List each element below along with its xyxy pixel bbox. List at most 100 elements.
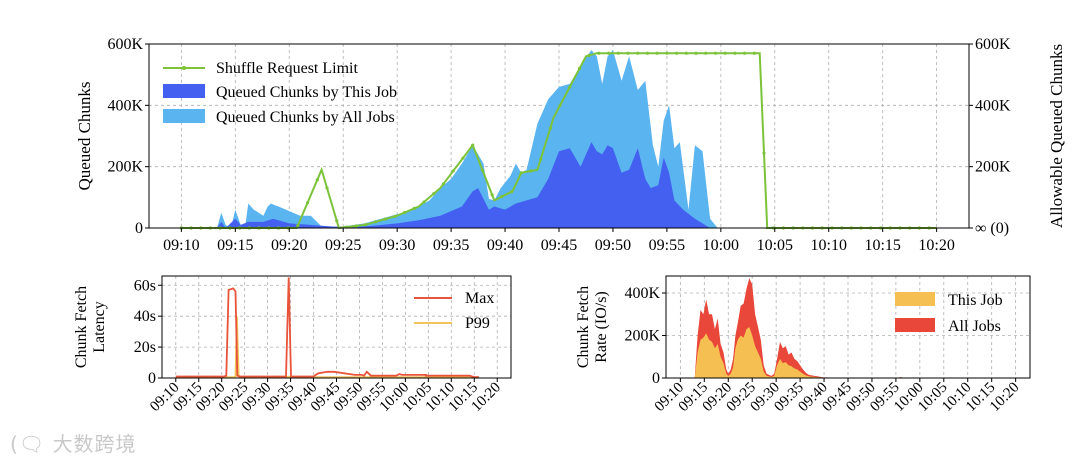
top-xtick-label: 10:05 — [757, 237, 793, 254]
top-xtick-label: 10:00 — [703, 237, 739, 254]
top-ylabel: Queued Chunks — [75, 81, 94, 190]
top-limit-marker — [558, 103, 562, 107]
top-limit-marker — [335, 219, 339, 223]
latency-ylabel-line: Latency — [91, 301, 108, 353]
latency-ytick-label-left: 60s — [134, 277, 156, 294]
top-limit-marker — [577, 66, 582, 71]
top-limit-marker — [548, 126, 552, 130]
top-limit-marker — [723, 51, 727, 55]
top-limit-marker — [752, 51, 756, 55]
top-limit-marker — [684, 51, 688, 55]
top-limit-marker — [713, 51, 718, 55]
legend-label-limit: Shuffle Request Limit — [216, 60, 358, 77]
top-limit-marker — [568, 85, 572, 89]
top-limit-marker — [616, 51, 620, 55]
top-limit-marker — [480, 168, 484, 172]
watermark-text: 大数跨境 — [52, 432, 137, 456]
top-limit-marker — [296, 223, 300, 228]
top-limit-marker — [762, 151, 766, 155]
top-limit-markers — [179, 51, 931, 230]
top-xtick-label: 09:45 — [541, 237, 577, 254]
top-limit-marker — [315, 178, 319, 182]
top-limit-marker — [306, 201, 310, 205]
top-xtick-label: 10:10 — [811, 237, 847, 254]
top-limit-marker — [432, 192, 436, 196]
top-xtick-label: 09:20 — [271, 237, 307, 254]
latency-line-max — [175, 277, 479, 379]
top-limit-marker — [422, 200, 426, 204]
top-limit-marker — [733, 51, 737, 55]
legend-label-rate-this-job: This Job — [948, 292, 1003, 309]
top-limit-marker — [500, 195, 504, 199]
rate-ylabel-line: Chunk Fetch — [575, 286, 592, 368]
legend-label-all-jobs: Queued Chunks by All Jobs — [216, 109, 395, 126]
rate-legend: This Job All Jobs — [895, 292, 1003, 335]
top-ytick-label-left: 0 — [135, 220, 143, 237]
top-limit-marker — [675, 51, 679, 55]
watermark: (🗨 大数跨境 — [10, 428, 137, 457]
latency-ytick-label-left: 40s — [134, 308, 156, 325]
top-xtick-label: 09:25 — [325, 237, 361, 254]
top-ytick-label-left: 200K — [107, 159, 143, 176]
top-xtick-label: 09:30 — [379, 237, 415, 254]
watermark-logo-icon: (🗨 — [10, 432, 46, 456]
top-ytick-label-right: ∞ (0) — [975, 220, 1009, 237]
legend-swatch-all-jobs — [163, 109, 205, 123]
rate-ytick-label-left: 200K — [624, 328, 660, 345]
latency-legend: Max P99 — [414, 290, 494, 332]
top-limit-marker — [587, 53, 591, 57]
top-xtick-label: 09:10 — [163, 237, 199, 254]
top-ytick-label-right: 200K — [975, 159, 1011, 176]
top-limit-marker — [441, 182, 446, 186]
top-limit-marker — [665, 51, 669, 55]
top-limit-marker — [451, 169, 455, 173]
top-xtick-label: 09:50 — [595, 237, 631, 254]
rate-ytick-label-left: 400K — [624, 285, 660, 302]
top-limit-marker — [519, 171, 523, 175]
top-limit-marker — [539, 157, 543, 161]
top-legend: Shuffle Request Limit Queued Chunks by Th… — [163, 60, 397, 126]
top-limit-marker — [636, 51, 640, 55]
top-limit-marker — [461, 156, 465, 160]
top-limit-marker — [383, 217, 387, 221]
top-xtick-label: 09:35 — [433, 237, 469, 254]
top-limit-marker — [364, 223, 368, 227]
top-limit-marker — [373, 220, 378, 224]
legend-label-p99: P99 — [465, 315, 490, 332]
top-limit-marker — [403, 210, 407, 215]
latency-ylabel: Chunk FetchLatency — [73, 286, 108, 368]
top-xtick-label: 09:15 — [217, 237, 253, 254]
rate-ylabel-line: Rate (IO/s) — [593, 291, 610, 363]
top-limit-marker — [655, 51, 659, 55]
top-limit-marker — [694, 51, 698, 55]
top-limit-marker — [626, 51, 630, 55]
legend-swatch-this-job — [163, 84, 205, 98]
top-limit-marker — [412, 206, 417, 210]
top-limit-marker — [704, 51, 708, 55]
top-xtick-label: 09:55 — [649, 237, 685, 254]
rate-ylabel: Chunk FetchRate (IO/s) — [575, 286, 610, 368]
top-limit-marker — [325, 186, 329, 190]
top-limit-marker — [354, 224, 358, 228]
top-limit-marker — [597, 51, 601, 55]
top-ylabel-right: Allowable Queued Chunks — [1047, 44, 1066, 228]
top-limit-marker — [471, 143, 475, 147]
top-xtick-label: 09:40 — [487, 237, 523, 254]
top-area-this-job — [216, 142, 786, 228]
top-xtick-label: 10:20 — [918, 237, 954, 254]
legend-swatch-rate-all-jobs — [895, 318, 935, 332]
top-limit-marker — [645, 51, 650, 55]
rate-ytick-label-left: 0 — [652, 370, 660, 387]
latency-axes — [162, 276, 511, 379]
top-limit-marker — [529, 169, 533, 173]
legend-label-max: Max — [465, 290, 494, 307]
latency-ytick-label-left: 0 — [148, 370, 156, 387]
top-ytick-label-left: 400K — [107, 97, 143, 114]
top-limit-marker — [607, 51, 611, 55]
top-xtick-label: 10:15 — [864, 237, 900, 254]
legend-label-rate-all-jobs: All Jobs — [948, 318, 1001, 335]
top-ytick-label-right: 400K — [975, 97, 1011, 114]
legend-label-this-job: Queued Chunks by This Job — [216, 84, 397, 101]
